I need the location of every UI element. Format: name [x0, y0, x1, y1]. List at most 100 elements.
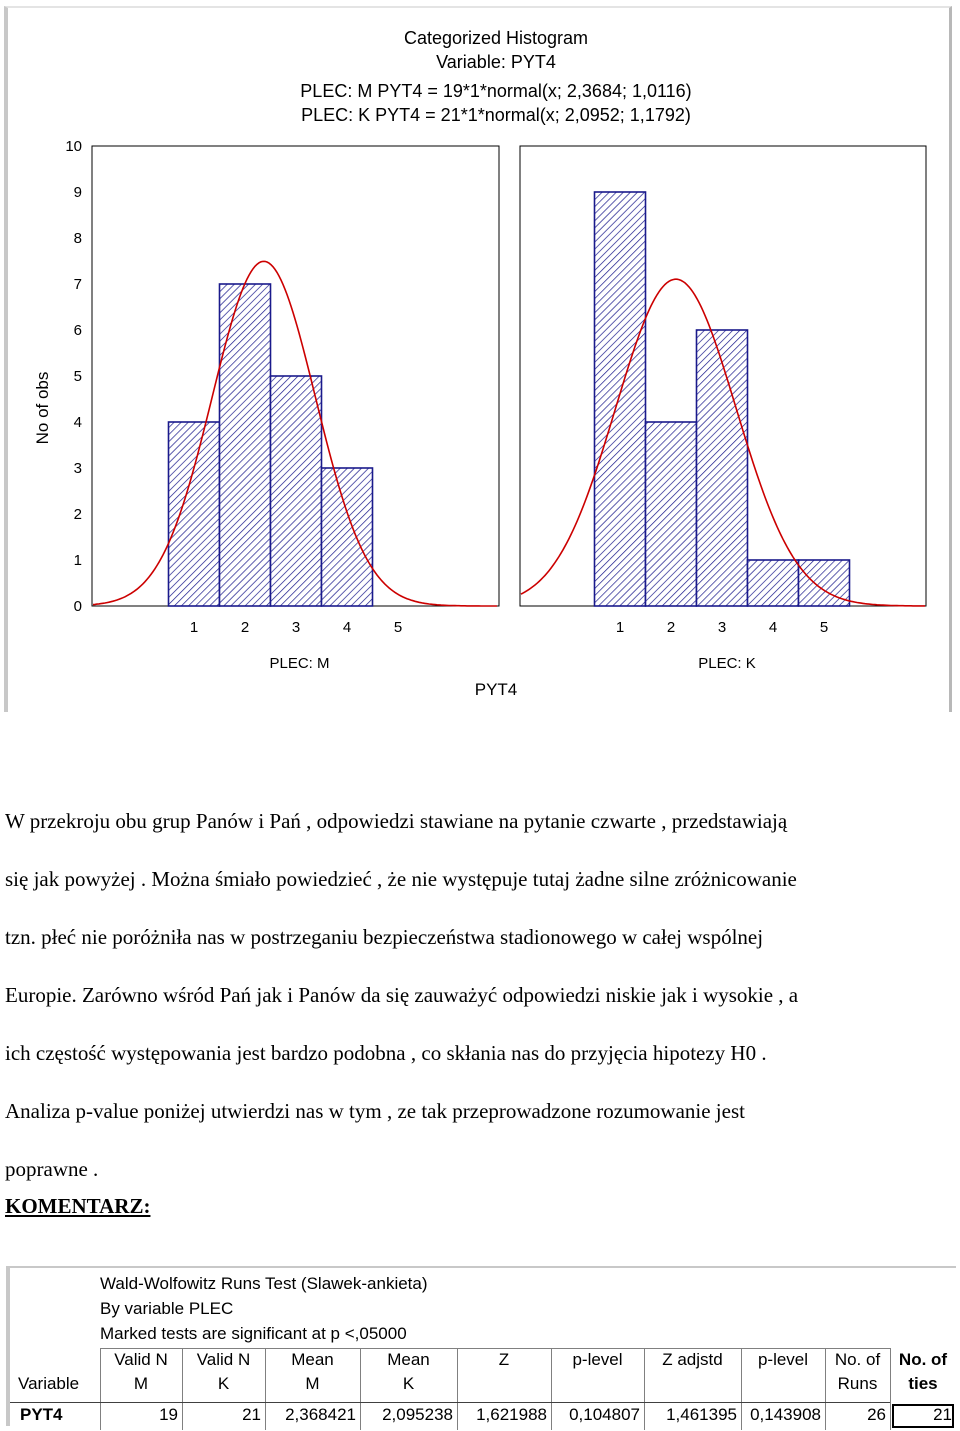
column-header-top: p-level: [757, 1350, 809, 1369]
y-tick-label: 6: [74, 322, 82, 339]
y-tick-label: 5: [74, 368, 82, 385]
column-divider: [265, 1348, 266, 1430]
column-header-bottom: ties: [908, 1374, 938, 1393]
column-header-bottom: [551, 1372, 644, 1396]
table-cell: 21: [890, 1402, 956, 1430]
variable-column-header: [10, 1348, 100, 1402]
histogram-bar: [320, 467, 374, 607]
fit-line-m: PLEC: M PYT4 = 19*1*normal(x; 2,3684; 1,…: [300, 81, 691, 101]
y-tick-label: 8: [74, 230, 82, 247]
table-cell: 1,621988: [457, 1402, 551, 1430]
column-header: Valid N K: [182, 1348, 265, 1402]
column-header-bottom: Runs: [837, 1374, 878, 1393]
column-header-top: Valid N: [114, 1350, 168, 1369]
y-axis-label: No of obs: [33, 372, 52, 445]
histogram-bar: [746, 559, 800, 607]
column-header-top: Mean: [387, 1350, 430, 1369]
column-header: Mean M: [265, 1348, 360, 1402]
column-header-bottom: [644, 1372, 741, 1396]
column-header: Z: [457, 1348, 551, 1402]
y-tick-label: 3: [74, 460, 82, 477]
x-tick-label: 3: [292, 619, 300, 636]
table-cell: 26: [825, 1402, 890, 1430]
variable-header-label: Variable: [18, 1374, 80, 1393]
x-tick-label: 1: [190, 619, 198, 636]
paragraph-line-3: tzn. płeć nie poróżniła nas w postrzegan…: [5, 925, 764, 949]
document-body: W przekroju obu grup Panów i Pań , odpow…: [5, 792, 960, 1198]
table-note: Marked tests are significant at p <,0500…: [100, 1324, 407, 1343]
column-header-bottom: [741, 1372, 825, 1396]
column-header-bottom: [457, 1372, 551, 1396]
table-cell: 2,368421: [265, 1402, 360, 1430]
paragraph-line-7: poprawne .: [5, 1157, 99, 1181]
histogram-panel: Categorized Histogram Variable: PYT4 PLE…: [4, 6, 952, 712]
panel-plec-k: 1 2 3 4 5 PLEC: K: [519, 145, 927, 672]
x-tick-label: 3: [718, 619, 726, 636]
x-tick-label: 4: [769, 619, 777, 636]
column-divider: [360, 1348, 361, 1430]
histogram-bar: [218, 283, 272, 607]
column-divider: [457, 1348, 458, 1430]
table-cell: 1,461395: [644, 1402, 741, 1430]
column-divider: [551, 1348, 552, 1430]
column-header-top: No. of: [834, 1350, 881, 1369]
runs-test-table: Wald-Wolfowitz Runs Test (Slawek-ankieta…: [6, 1266, 956, 1430]
column-header: p-level: [551, 1348, 644, 1402]
x-tick-label: 2: [667, 619, 675, 636]
y-tick-label: 7: [74, 276, 82, 293]
column-header-bottom: M: [133, 1374, 149, 1393]
table-title: Wald-Wolfowitz Runs Test (Slawek-ankieta…: [100, 1274, 428, 1293]
table-cell: 19: [100, 1402, 182, 1430]
column-header-top: No. of: [898, 1350, 948, 1369]
paragraph-line-2: się jak powyżej . Można śmiało powiedzie…: [5, 867, 797, 891]
panel-label: PLEC: K: [698, 655, 756, 672]
table-cell: 2,095238: [360, 1402, 457, 1430]
paragraph-line-5: ich częstość występowania jest bardzo po…: [5, 1041, 767, 1065]
x-tick-label: 1: [616, 619, 624, 636]
y-tick-label: 10: [65, 138, 82, 155]
histogram-bar: [167, 421, 221, 607]
column-header: Z adjstd: [644, 1348, 741, 1402]
histogram-bar: [593, 191, 647, 607]
header-top-rule: [100, 1348, 890, 1349]
column-header-top: Z: [498, 1350, 510, 1369]
table-subtitle: By variable PLEC: [100, 1299, 234, 1318]
x-tick-label: 5: [820, 619, 828, 636]
column-header: No. of ties: [890, 1348, 956, 1402]
column-divider: [182, 1348, 183, 1430]
y-tick-label: 9: [74, 184, 82, 201]
column-header: Mean K: [360, 1348, 457, 1402]
y-tick-label: 1: [74, 552, 82, 569]
column-header-bottom: K: [402, 1374, 415, 1393]
normal-fit-curve: [92, 260, 497, 607]
histogram-chart: Categorized Histogram Variable: PYT4 PLE…: [33, 28, 927, 699]
panel-label: PLEC: M: [269, 655, 329, 672]
fit-line-k: PLEC: K PYT4 = 21*1*normal(x; 2,0952; 1,…: [301, 105, 691, 125]
column-header-top: Z adjstd: [662, 1350, 723, 1369]
chart-title: Categorized Histogram: [404, 28, 588, 48]
y-tick-label: 2: [74, 506, 82, 523]
histogram-bar: [644, 421, 698, 607]
column-header: No. of Runs: [825, 1348, 890, 1402]
column-header-top: p-level: [572, 1350, 623, 1369]
normal-fit-curve: [520, 278, 925, 607]
column-header: p-level: [741, 1348, 825, 1402]
x-tick-label: 2: [241, 619, 249, 636]
paragraph-line-6: Analiza p-value poniżej utwierdzi nas w …: [5, 1099, 745, 1123]
column-divider: [825, 1348, 826, 1430]
histogram-bar: [695, 329, 749, 607]
column-header-top: Mean: [291, 1350, 334, 1369]
x-tick-label: 5: [394, 619, 402, 636]
y-tick-label: 0: [74, 598, 82, 615]
column-divider: [890, 1348, 891, 1430]
column-divider: [741, 1348, 742, 1430]
panel-plec-m: 1 2 3 4 5 PLEC: M: [91, 145, 500, 672]
table-cell: 21: [182, 1402, 265, 1430]
histogram-bar: [269, 375, 323, 607]
x-tick-label: 4: [343, 619, 351, 636]
chart-subtitle: Variable: PYT4: [436, 52, 556, 72]
column-header-top: Valid N: [196, 1350, 251, 1369]
header-bottom-rule: [10, 1402, 890, 1403]
y-axis-ticks: 0 1 2 3 4 5 6 7 8 9 10: [65, 138, 82, 615]
column-divider: [644, 1348, 645, 1430]
